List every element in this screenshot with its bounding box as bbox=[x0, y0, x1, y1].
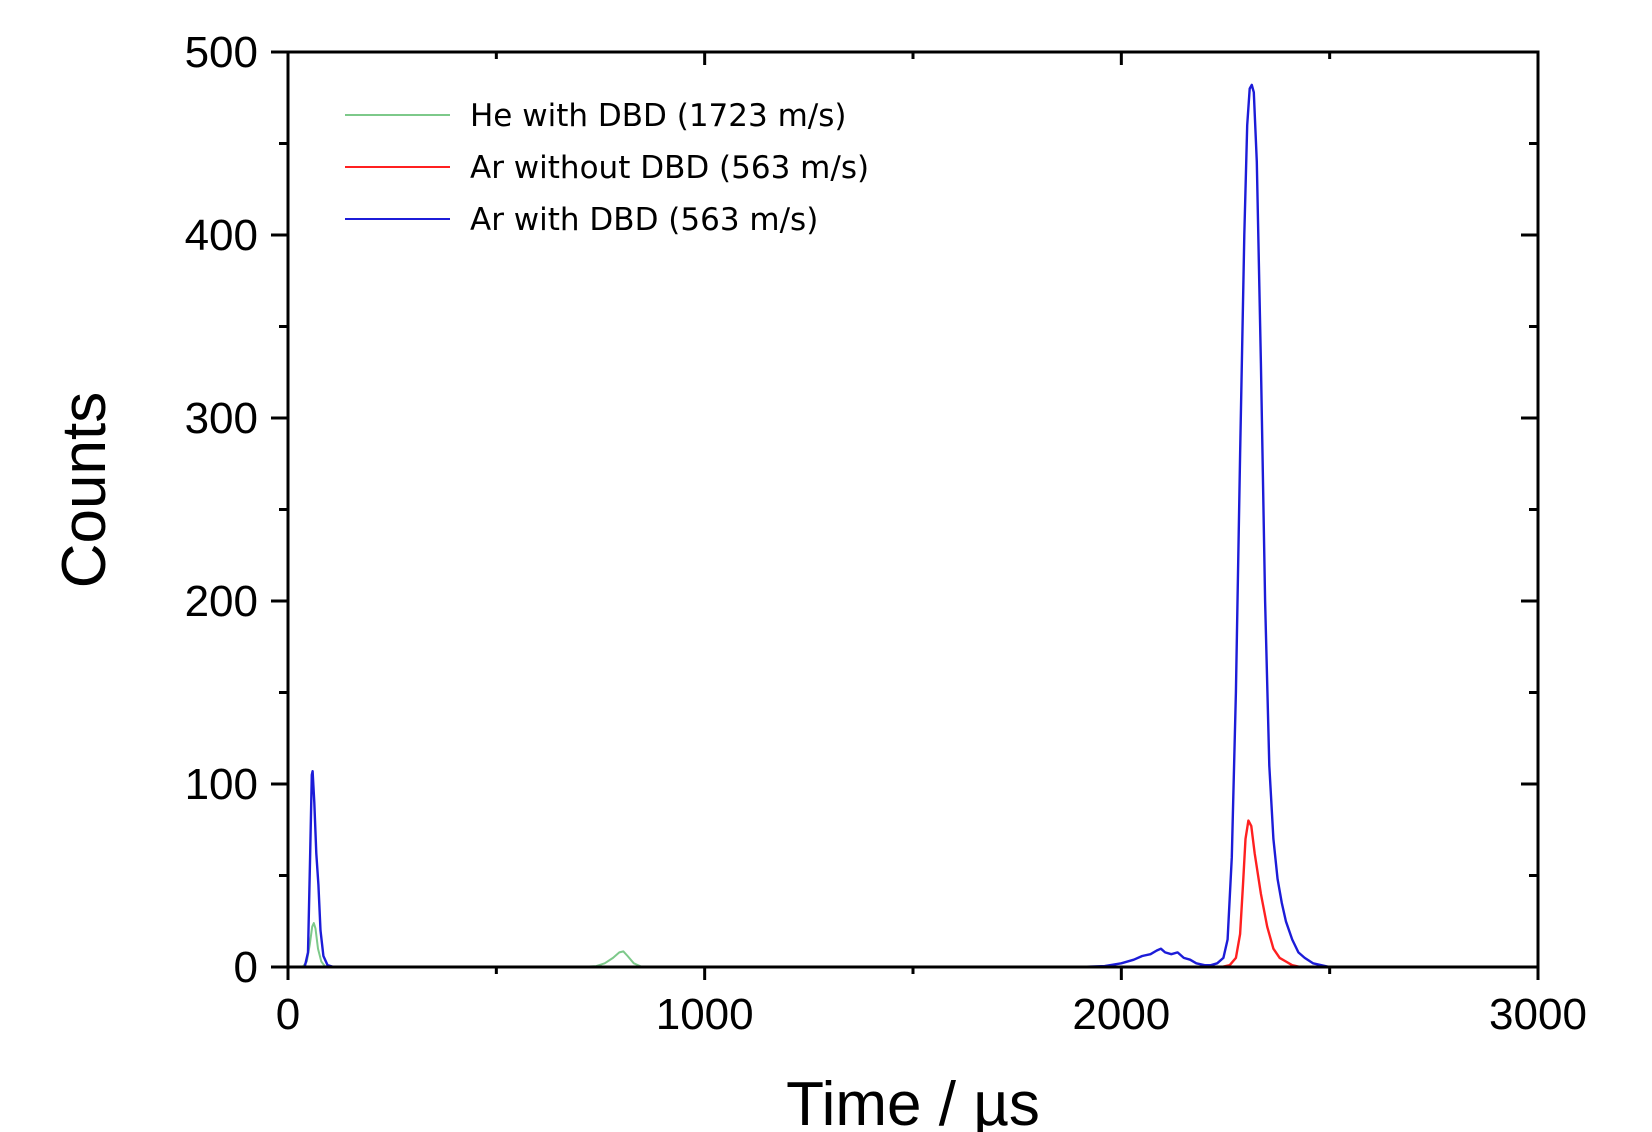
y-tick-label-1: 100 bbox=[185, 760, 258, 809]
legend-label-1: Ar without DBD (563 m/s) bbox=[470, 150, 869, 186]
legend: He with DBD (1723 m/s) Ar without DBD (56… bbox=[345, 98, 869, 238]
legend-label-0: He with DBD (1723 m/s) bbox=[470, 98, 846, 134]
series-line-2 bbox=[288, 83, 1538, 969]
y-tick-label-3: 300 bbox=[185, 394, 258, 443]
x-axis-title: Time / µs bbox=[786, 1070, 1040, 1132]
legend-label-2: Ar with DBD (563 m/s) bbox=[470, 202, 818, 238]
plot-border bbox=[286, 50, 1540, 969]
y-tick-label-4: 400 bbox=[185, 211, 258, 260]
axis-ticks bbox=[271, 50, 1540, 980]
x-tick-label-0: 0 bbox=[276, 990, 300, 1039]
y-tick-label-0: 0 bbox=[234, 943, 258, 992]
tick-labels: 0 1000 2000 3000 0 100 200 300 400 500 bbox=[185, 28, 1587, 1039]
series-line-1 bbox=[288, 819, 1538, 969]
plot-frame bbox=[286, 50, 1540, 969]
x-tick-label-2: 2000 bbox=[1072, 990, 1170, 1039]
y-tick-label-5: 500 bbox=[185, 28, 258, 77]
series-line-0 bbox=[288, 922, 1538, 968]
x-tick-label-1: 1000 bbox=[656, 990, 754, 1039]
x-tick-label-3: 3000 bbox=[1489, 990, 1587, 1039]
y-axis-title: Counts bbox=[50, 392, 119, 588]
y-tick-label-2: 200 bbox=[185, 577, 258, 626]
